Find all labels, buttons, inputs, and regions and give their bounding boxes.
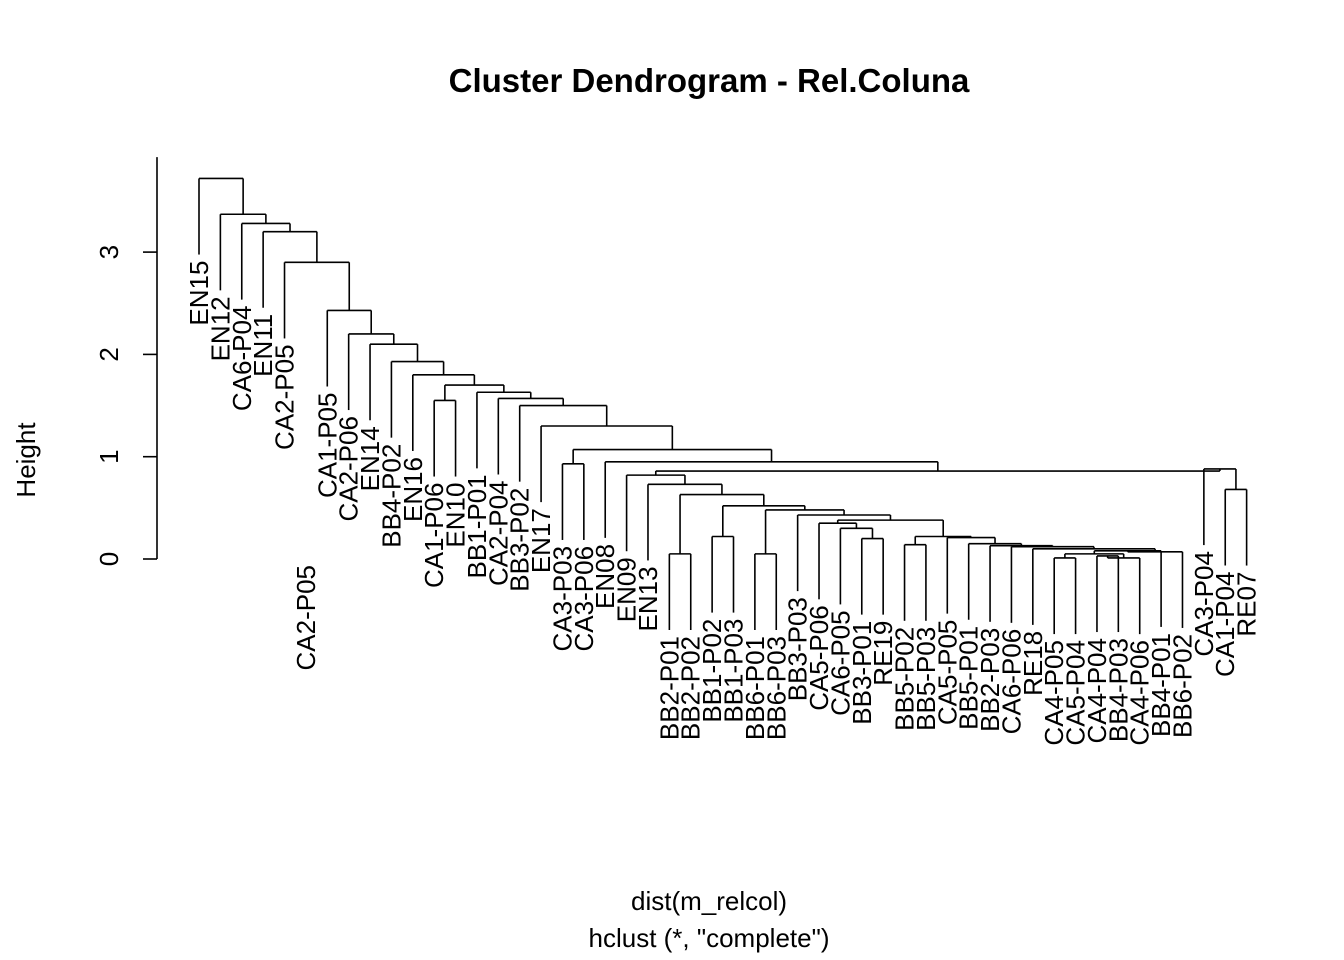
leaf-label: BB5-P01 <box>954 626 984 730</box>
leaf-label: BB6-P01 <box>740 636 770 740</box>
y-tick-label: 1 <box>94 449 124 463</box>
leaf-label: BB2-P03 <box>975 628 1005 732</box>
leaf-label: EN16 <box>398 457 428 522</box>
leaf-label: CA6-P04 <box>227 306 257 412</box>
leaf-label: EN08 <box>590 544 620 609</box>
leaf-label: CA4-P05 <box>1039 640 1069 746</box>
leaf-label: BB1-P02 <box>697 619 727 723</box>
leaf-label: EN10 <box>441 483 471 548</box>
leaf-label: BB2-P02 <box>676 636 706 740</box>
y-axis: 0 1 2 3 <box>94 157 158 566</box>
leaf-label: CA6-P05 <box>825 610 855 716</box>
leaf-label: CA3-P04 <box>1189 551 1219 657</box>
leaf-label: EN11 <box>248 314 278 377</box>
leaf-label: RE19 <box>868 621 898 686</box>
leaf-label: CA4-P04 <box>1082 638 1112 744</box>
leaf-label: BB3-P03 <box>783 597 813 701</box>
y-tick-label: 3 <box>94 245 124 259</box>
leaf-label: BB4-P03 <box>1103 638 1133 742</box>
leaf-label: CA2-P05 <box>291 565 321 671</box>
leaf-label: BB5-P03 <box>911 627 941 731</box>
leaf-label: BB1-P01 <box>462 474 492 578</box>
leaf-label: BB6-P03 <box>761 636 791 740</box>
leaf-label: BB4-P02 <box>376 444 406 548</box>
leaf-label: BB1-P03 <box>719 619 749 723</box>
leaf-label: EN13 <box>633 566 663 631</box>
leaf-label: CA4-P06 <box>1125 640 1155 746</box>
dendrogram-branches <box>198 177 1248 635</box>
leaf-label: BB6-P02 <box>1167 634 1197 738</box>
leaf-label: EN12 <box>205 296 235 361</box>
y-axis-label: Height <box>11 422 41 498</box>
leaf-label: RE18 <box>1018 631 1048 696</box>
leaf-label: CA5-P05 <box>932 620 962 726</box>
leaf-label: BB5-P02 <box>890 627 920 731</box>
leaf-label: RE07 <box>1232 572 1262 637</box>
leaf-label: EN17 <box>526 508 556 573</box>
leaf-label: CA1-P06 <box>419 483 449 589</box>
leaf-label: BB3-P01 <box>847 621 877 725</box>
x-axis-label: dist(m_relcol) <box>631 886 787 916</box>
leaf-label: CA1-P04 <box>1210 572 1240 678</box>
y-tick-label: 0 <box>94 552 124 566</box>
leaf-label: BB3-P02 <box>505 488 535 592</box>
chart-title: Cluster Dendrogram - Rel.Coluna <box>449 62 970 99</box>
leaf-label: CA5-P06 <box>804 605 834 711</box>
leaf-label: BB2-P01 <box>654 636 684 740</box>
leaf-label: CA3-P06 <box>569 546 599 652</box>
leaf-label: CA2-P06 <box>334 416 364 522</box>
leaf-label: CA6-P06 <box>996 629 1026 735</box>
leaf-label: CA1-P05 <box>312 393 342 499</box>
x-axis-subtitle: hclust (*, "complete") <box>589 923 830 953</box>
leaf-label: CA3-P03 <box>547 546 577 652</box>
leaf-label: EN09 <box>612 557 642 622</box>
leaf-labels: EN15EN12CA6-P04EN11CA2-P05CA2-P05CA1-P05… <box>184 261 1262 746</box>
leaf-label: CA5-P04 <box>1061 640 1091 746</box>
leaf-label: EN15 <box>184 261 214 326</box>
leaf-label: BB4-P01 <box>1146 633 1176 737</box>
leaf-label: CA2-P05 <box>270 344 300 450</box>
y-tick-label: 2 <box>94 347 124 361</box>
leaf-label: CA2-P04 <box>483 481 513 587</box>
leaf-label: EN14 <box>355 426 385 491</box>
